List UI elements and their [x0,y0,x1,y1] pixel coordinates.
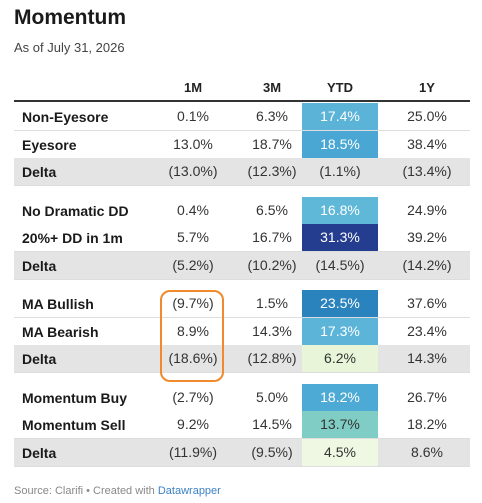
table-row: Non-Eyesore 0.1% 6.3% 17.4% 25.0% [14,103,470,131]
row-label: Eyesore [22,136,77,153]
row-label: Delta [22,351,57,367]
table-cell: (10.2%) [247,256,297,273]
table-cell: 18.5% [302,130,378,158]
row-label: MA Bearish [22,323,99,340]
table-cell: 0.1% [177,108,209,124]
table-cell: (14.2%) [402,256,452,273]
table-cell: 18.2% [407,416,447,432]
table-cell: 38.4% [407,135,447,152]
table-cell: 26.7% [407,388,447,405]
table-cell: 16.7% [252,229,292,245]
table-cell: 18.7% [252,135,292,152]
table-cell: 24.9% [407,201,447,218]
table-cell: 23.5% [302,290,378,317]
table-cell: 6.3% [256,108,288,124]
table-cell: 25.0% [407,108,447,124]
row-label: No Dramatic DD [22,202,129,219]
table-cell: 37.6% [407,295,447,311]
table-cell: 8.9% [177,322,209,339]
table-cell: 14.3% [252,322,292,339]
column-header: 1M [183,80,203,95]
table-cell: (2.7%) [172,388,214,405]
table-cell: (12.8%) [247,350,297,366]
table-cell: 13.7% [302,411,378,438]
table-cell: (11.9%) [169,443,217,460]
table-cell: 23.4% [407,322,447,339]
row-label: Momentum Sell [22,417,126,433]
table-cell: 8.6% [411,443,443,460]
row-label: Delta [22,444,57,461]
table-row: Momentum Buy (2.7%) 5.0% 18.2% 26.7% [14,383,470,412]
table-cell: 17.4% [302,103,378,130]
footer: Source: Clarifi • Created with Datawrapp… [14,485,221,497]
table-cell: 5.0% [256,388,288,405]
title: Momentum [14,6,126,29]
table-cell: 9.2% [177,416,209,432]
highlight-box [160,290,224,382]
column-header: 1Y [419,80,435,95]
table-cell: (5.2%) [172,256,214,273]
table-cell: 14.5% [252,416,292,432]
row-label: MA Bullish [22,296,94,312]
table-cell: (13.4%) [402,163,452,179]
table-row: Delta (18.6%) (12.8%) 6.2% 14.3% [14,345,470,373]
table-cell: 39.2% [407,229,447,245]
table-cell: (1.1%) [319,163,361,179]
table-cell: (13.0%) [168,163,218,179]
table-cell: 4.5% [302,438,378,466]
source: Source: Clarifi • Created with [14,485,155,497]
row-label: Delta [22,257,57,274]
column-header: YTD [327,80,353,95]
row-label: 20%+ DD in 1m [22,230,123,246]
table-row: MA Bearish 8.9% 14.3% 17.3% 23.4% [14,317,470,346]
table-cell: (9.5%) [251,443,293,460]
table-cell: 17.3% [302,317,378,345]
table-cell: (9.7%) [172,295,214,311]
table-cell: 6.2% [302,345,378,372]
table-row: 20%+ DD in 1m 5.7% 16.7% 31.3% 39.2% [14,224,470,252]
table-cell: 16.8% [302,196,378,224]
table-cell: 5.7% [177,229,209,245]
table-cell: 31.3% [302,224,378,251]
table-cell: 14.3% [407,350,447,366]
table-cell: (18.6%) [168,350,218,366]
table-cell: (12.3%) [247,163,297,179]
column-header: 3M [262,80,282,95]
table-cell: 13.0% [173,135,213,152]
table-row: Eyesore 13.0% 18.7% 18.5% 38.4% [14,130,470,159]
table-row: Delta (11.9%) (9.5%) 4.5% 8.6% [14,438,470,467]
row-label: Momentum Buy [22,389,127,406]
table-row: No Dramatic DD 0.4% 6.5% 16.8% 24.9% [14,196,470,225]
table-cell: (14.5%) [315,256,365,273]
table-cell: 1.5% [256,295,288,311]
table-row: Delta (13.0%) (12.3%) (1.1%) (13.4%) [14,158,470,186]
header-rule [14,100,470,102]
table-cell: 0.4% [177,201,209,218]
row-label: Non-Eyesore [22,109,109,125]
table-cell: 6.5% [256,201,288,218]
row-label: Delta [22,164,57,180]
link[interactable]: Datawrapper [157,485,221,497]
table-row: Momentum Sell 9.2% 14.5% 13.7% 18.2% [14,411,470,439]
table-cell: 18.2% [302,383,378,411]
subtitle: As of July 31, 2026 [14,40,125,55]
table-row: MA Bullish (9.7%) 1.5% 23.5% 37.6% [14,290,470,318]
table-row: Delta (5.2%) (10.2%) (14.5%) (14.2%) [14,251,470,280]
